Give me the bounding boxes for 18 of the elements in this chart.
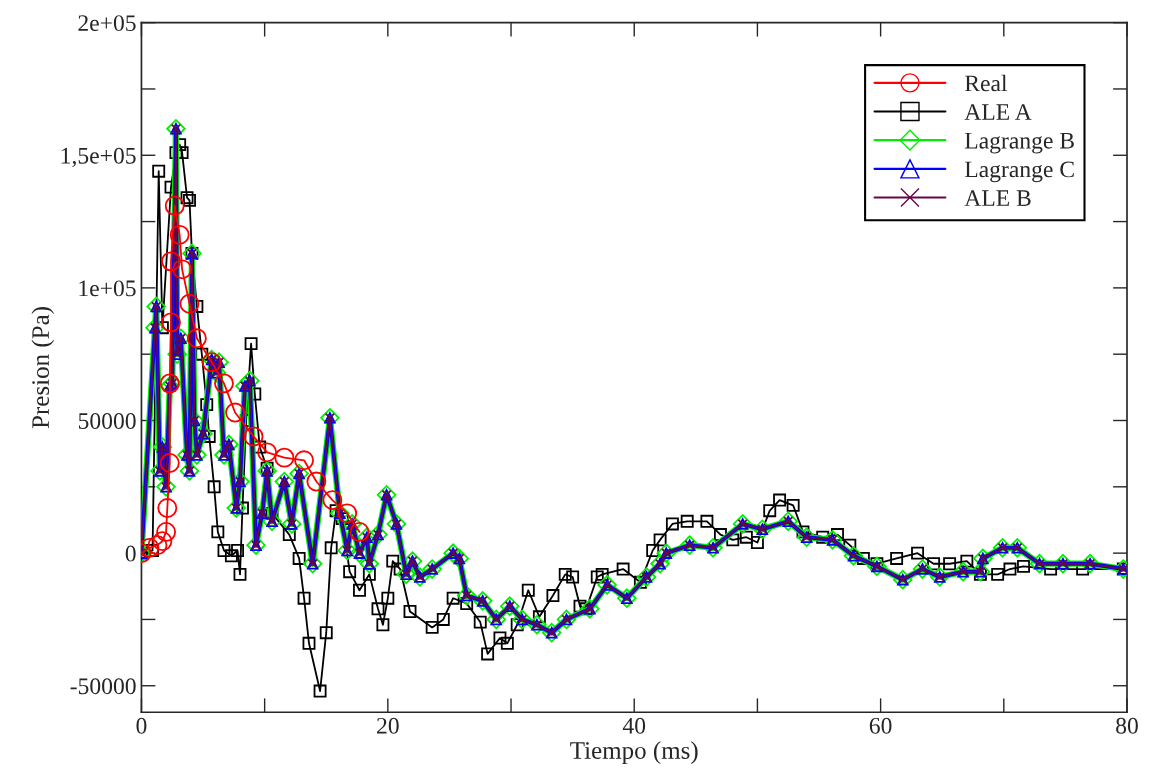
x-tick-label: 40 — [622, 717, 646, 734]
x-axis-title: Tiempo (ms) — [570, 741, 698, 764]
y-axis-title: Presion (Pa) — [31, 307, 55, 429]
x-tick-label: 0 — [136, 717, 147, 734]
legend-label: Real — [964, 74, 1008, 92]
y-tick-label: 50000 — [78, 413, 136, 429]
x-tick-label: 60 — [869, 717, 892, 734]
legend-label: Lagrange C — [964, 161, 1074, 183]
x-tick-label: 20 — [377, 717, 399, 734]
y-tick-label: 1e+05 — [79, 280, 136, 297]
y-tick-label: 0 — [125, 545, 136, 562]
x-tick-label: 80 — [1116, 717, 1138, 734]
legend-label: ALE A — [964, 104, 1032, 120]
y-tick-label: 2e+05 — [78, 15, 136, 32]
legend-label: ALE B — [964, 190, 1031, 206]
y-tick-label: 1,5e+05 — [61, 147, 136, 168]
legend-label: Lagrange B — [964, 132, 1074, 154]
y-tick-label: -50000 — [70, 678, 136, 695]
